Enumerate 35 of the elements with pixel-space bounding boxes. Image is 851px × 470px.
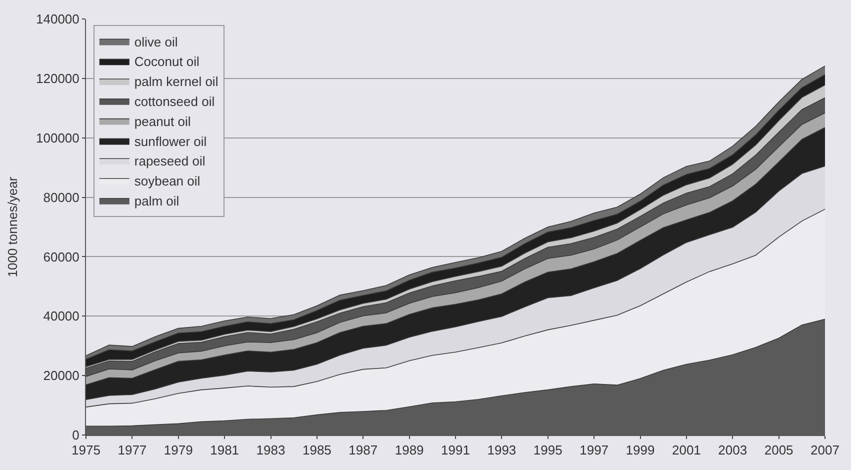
x-tick-label: 1999 — [626, 442, 655, 458]
y-axis-title: 1000 tonnes/year — [4, 176, 20, 278]
y-tick-label: 120000 — [36, 70, 80, 86]
x-tick-label: 1995 — [533, 442, 562, 458]
y-tick-label: 140000 — [36, 12, 80, 27]
x-tick-label: 2005 — [764, 442, 794, 458]
x-tick-label: 1985 — [302, 442, 332, 458]
x-tick-label: 1975 — [72, 442, 100, 458]
legend-label: peanut oil — [134, 114, 191, 129]
x-tick-label: 1977 — [118, 442, 147, 458]
legend-label: olive oil — [134, 34, 178, 50]
x-tick-label: 1983 — [256, 442, 286, 458]
x-tick-label: 2003 — [718, 442, 748, 458]
x-tick-label: 1979 — [164, 442, 193, 458]
x-tick-label: 1997 — [580, 442, 609, 458]
x-tick-label: 1989 — [394, 442, 424, 458]
x-tick-label: 1991 — [441, 442, 470, 458]
legend-label: rapeseed oil — [134, 154, 206, 169]
x-tick-label: 1993 — [487, 442, 516, 458]
y-tick-label: 80000 — [43, 190, 80, 205]
x-tick-label: 2001 — [672, 442, 701, 458]
legend-label: cottonseed oil — [134, 94, 215, 109]
x-tick-label: 1981 — [210, 442, 240, 458]
x-tick-label: 2007 — [810, 442, 840, 458]
y-tick-label: 40000 — [43, 308, 80, 324]
legend-label: soybean oil — [134, 174, 200, 189]
y-tick-label: 100000 — [36, 130, 80, 146]
y-tick-label: 20000 — [43, 368, 80, 384]
legend-label: Coconut oil — [134, 54, 200, 70]
legend-label: sunflower oil — [134, 134, 207, 149]
y-tick-label: 60000 — [43, 249, 80, 264]
legend-label: palm kernel oil — [134, 74, 218, 90]
legend-label: palm oil — [134, 193, 180, 208]
y-tick-label: 0 — [72, 428, 80, 443]
x-tick-label: 1987 — [348, 442, 378, 458]
